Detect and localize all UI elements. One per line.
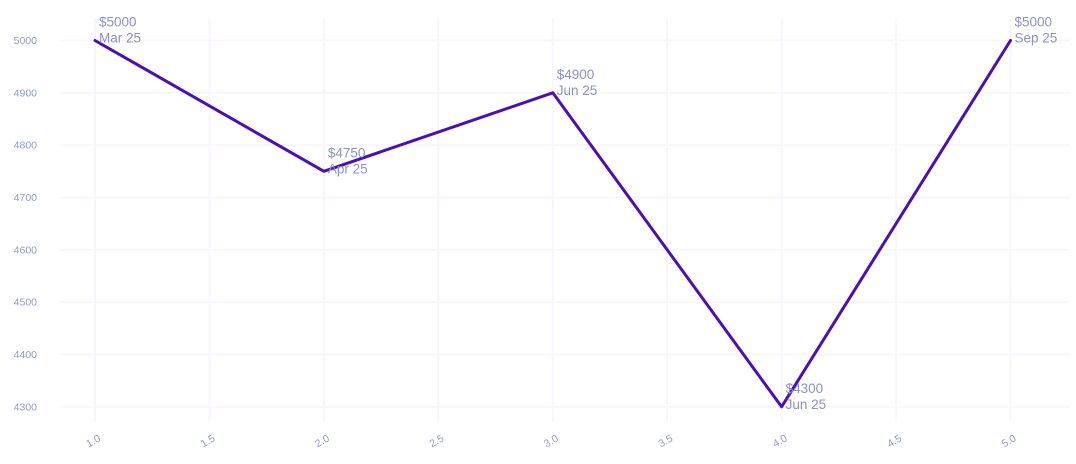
point-label-date: Jun 25	[786, 397, 827, 412]
y-axis-tick-label: 4500	[14, 297, 38, 309]
y-axis-tick-label: 4400	[14, 349, 38, 361]
point-label-value: $5000	[1014, 15, 1052, 30]
point-label-value: $4300	[786, 381, 824, 396]
y-axis-tick-label: 4800	[14, 140, 38, 152]
y-axis-tick-label: 4300	[14, 401, 38, 413]
y-axis-tick-label: 4900	[14, 87, 38, 99]
point-label-date: Jun 25	[557, 83, 598, 98]
point-label-date: Sep 25	[1014, 31, 1057, 46]
point-label-date: Mar 25	[99, 31, 141, 46]
y-axis-tick-label: 4700	[14, 192, 38, 204]
spending-line-series[interactable]	[93, 39, 1012, 409]
y-axis-tick-label: 4600	[14, 244, 38, 256]
point-label-date: Apr 25	[328, 161, 368, 176]
point-label-value: $4900	[557, 67, 595, 82]
y-axis-tick-label: 5000	[14, 35, 38, 47]
point-label-value: $4750	[328, 145, 366, 160]
point-label-value: $5000	[99, 15, 137, 30]
